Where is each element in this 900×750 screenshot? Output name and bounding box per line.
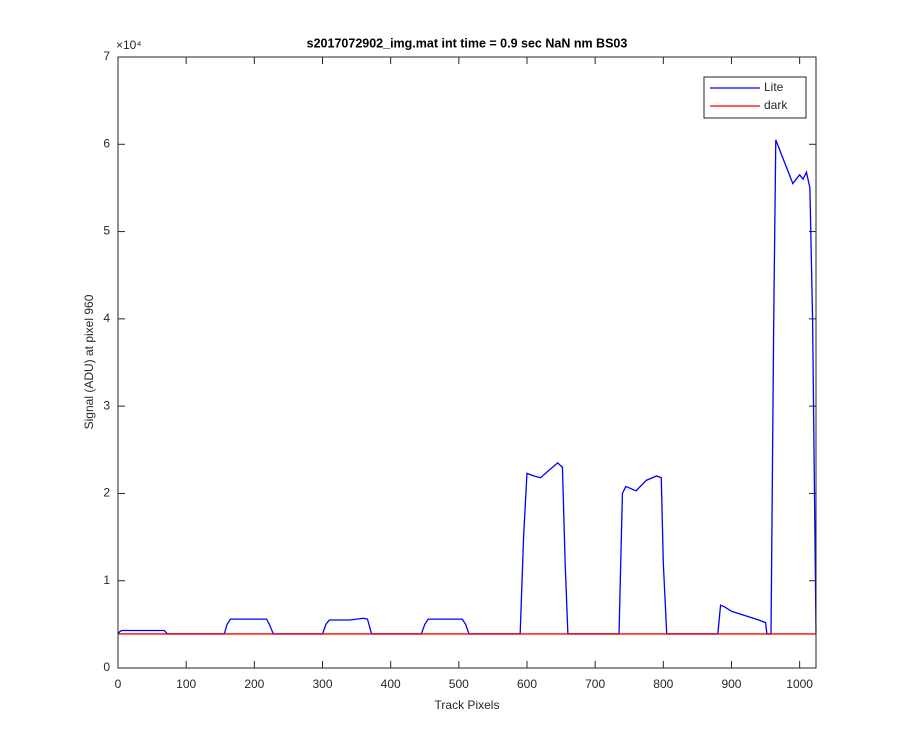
x-tick-label: 100: [176, 677, 196, 691]
x-tick-label: 0: [115, 677, 122, 691]
legend-label: Lite: [764, 80, 784, 94]
y-multiplier: ×10⁴: [116, 38, 142, 52]
x-tick-label: 400: [381, 677, 401, 691]
x-tick-label: 300: [312, 677, 332, 691]
chart-title: s2017072902_img.mat int time = 0.9 sec N…: [307, 36, 628, 50]
y-tick-label: 7: [103, 49, 110, 63]
x-axis-label: Track Pixels: [435, 698, 500, 712]
legend-label: dark: [764, 98, 788, 112]
x-tick-label: 900: [721, 677, 741, 691]
x-tick-label: 1000: [786, 677, 813, 691]
y-tick-label: 4: [103, 311, 110, 325]
x-tick-label: 800: [653, 677, 673, 691]
legend-box: [703, 76, 807, 119]
x-tick-label: 200: [244, 677, 264, 691]
y-tick-label: 0: [103, 660, 110, 674]
y-tick-label: 6: [103, 136, 110, 150]
x-tick-label: 600: [517, 677, 537, 691]
x-tick-label: 700: [585, 677, 605, 691]
data-line: [117, 139, 817, 635]
y-axis-label: Signal (ADU) at pixel 960: [82, 294, 96, 429]
y-tick-label: 3: [103, 398, 110, 412]
y-tick-label: 2: [103, 486, 110, 500]
y-tick-label: 5: [103, 224, 110, 238]
x-tick-label: 500: [449, 677, 469, 691]
y-tick-label: 1: [103, 573, 110, 587]
axes-frame: [117, 56, 817, 669]
